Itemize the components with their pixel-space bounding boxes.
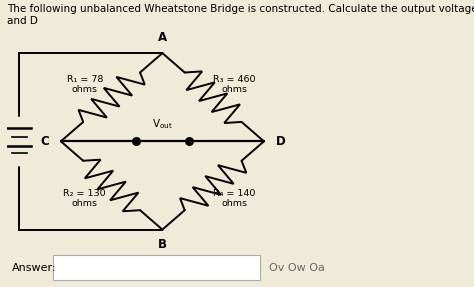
Text: R₂ = 130
ohms: R₂ = 130 ohms xyxy=(64,189,106,208)
FancyBboxPatch shape xyxy=(53,255,260,280)
Text: C: C xyxy=(40,135,49,148)
Text: R₄ = 140
ohms: R₄ = 140 ohms xyxy=(213,189,255,208)
Text: Answer:: Answer: xyxy=(12,263,56,273)
Text: D: D xyxy=(276,135,286,148)
Text: R₃ = 460
ohms: R₃ = 460 ohms xyxy=(213,75,255,94)
Text: Ov Ow Oa: Ov Ow Oa xyxy=(269,263,325,273)
Text: R₁ = 78
ohms: R₁ = 78 ohms xyxy=(66,75,103,94)
Text: and D: and D xyxy=(7,16,38,26)
Point xyxy=(132,139,139,144)
Text: B: B xyxy=(158,238,167,251)
Text: V$_{\mathregular{out}}$: V$_{\mathregular{out}}$ xyxy=(152,117,173,131)
Point xyxy=(185,139,193,144)
Text: A: A xyxy=(158,32,167,44)
Text: The following unbalanced Wheatstone Bridge is constructed. Calculate the output : The following unbalanced Wheatstone Brid… xyxy=(7,4,474,14)
